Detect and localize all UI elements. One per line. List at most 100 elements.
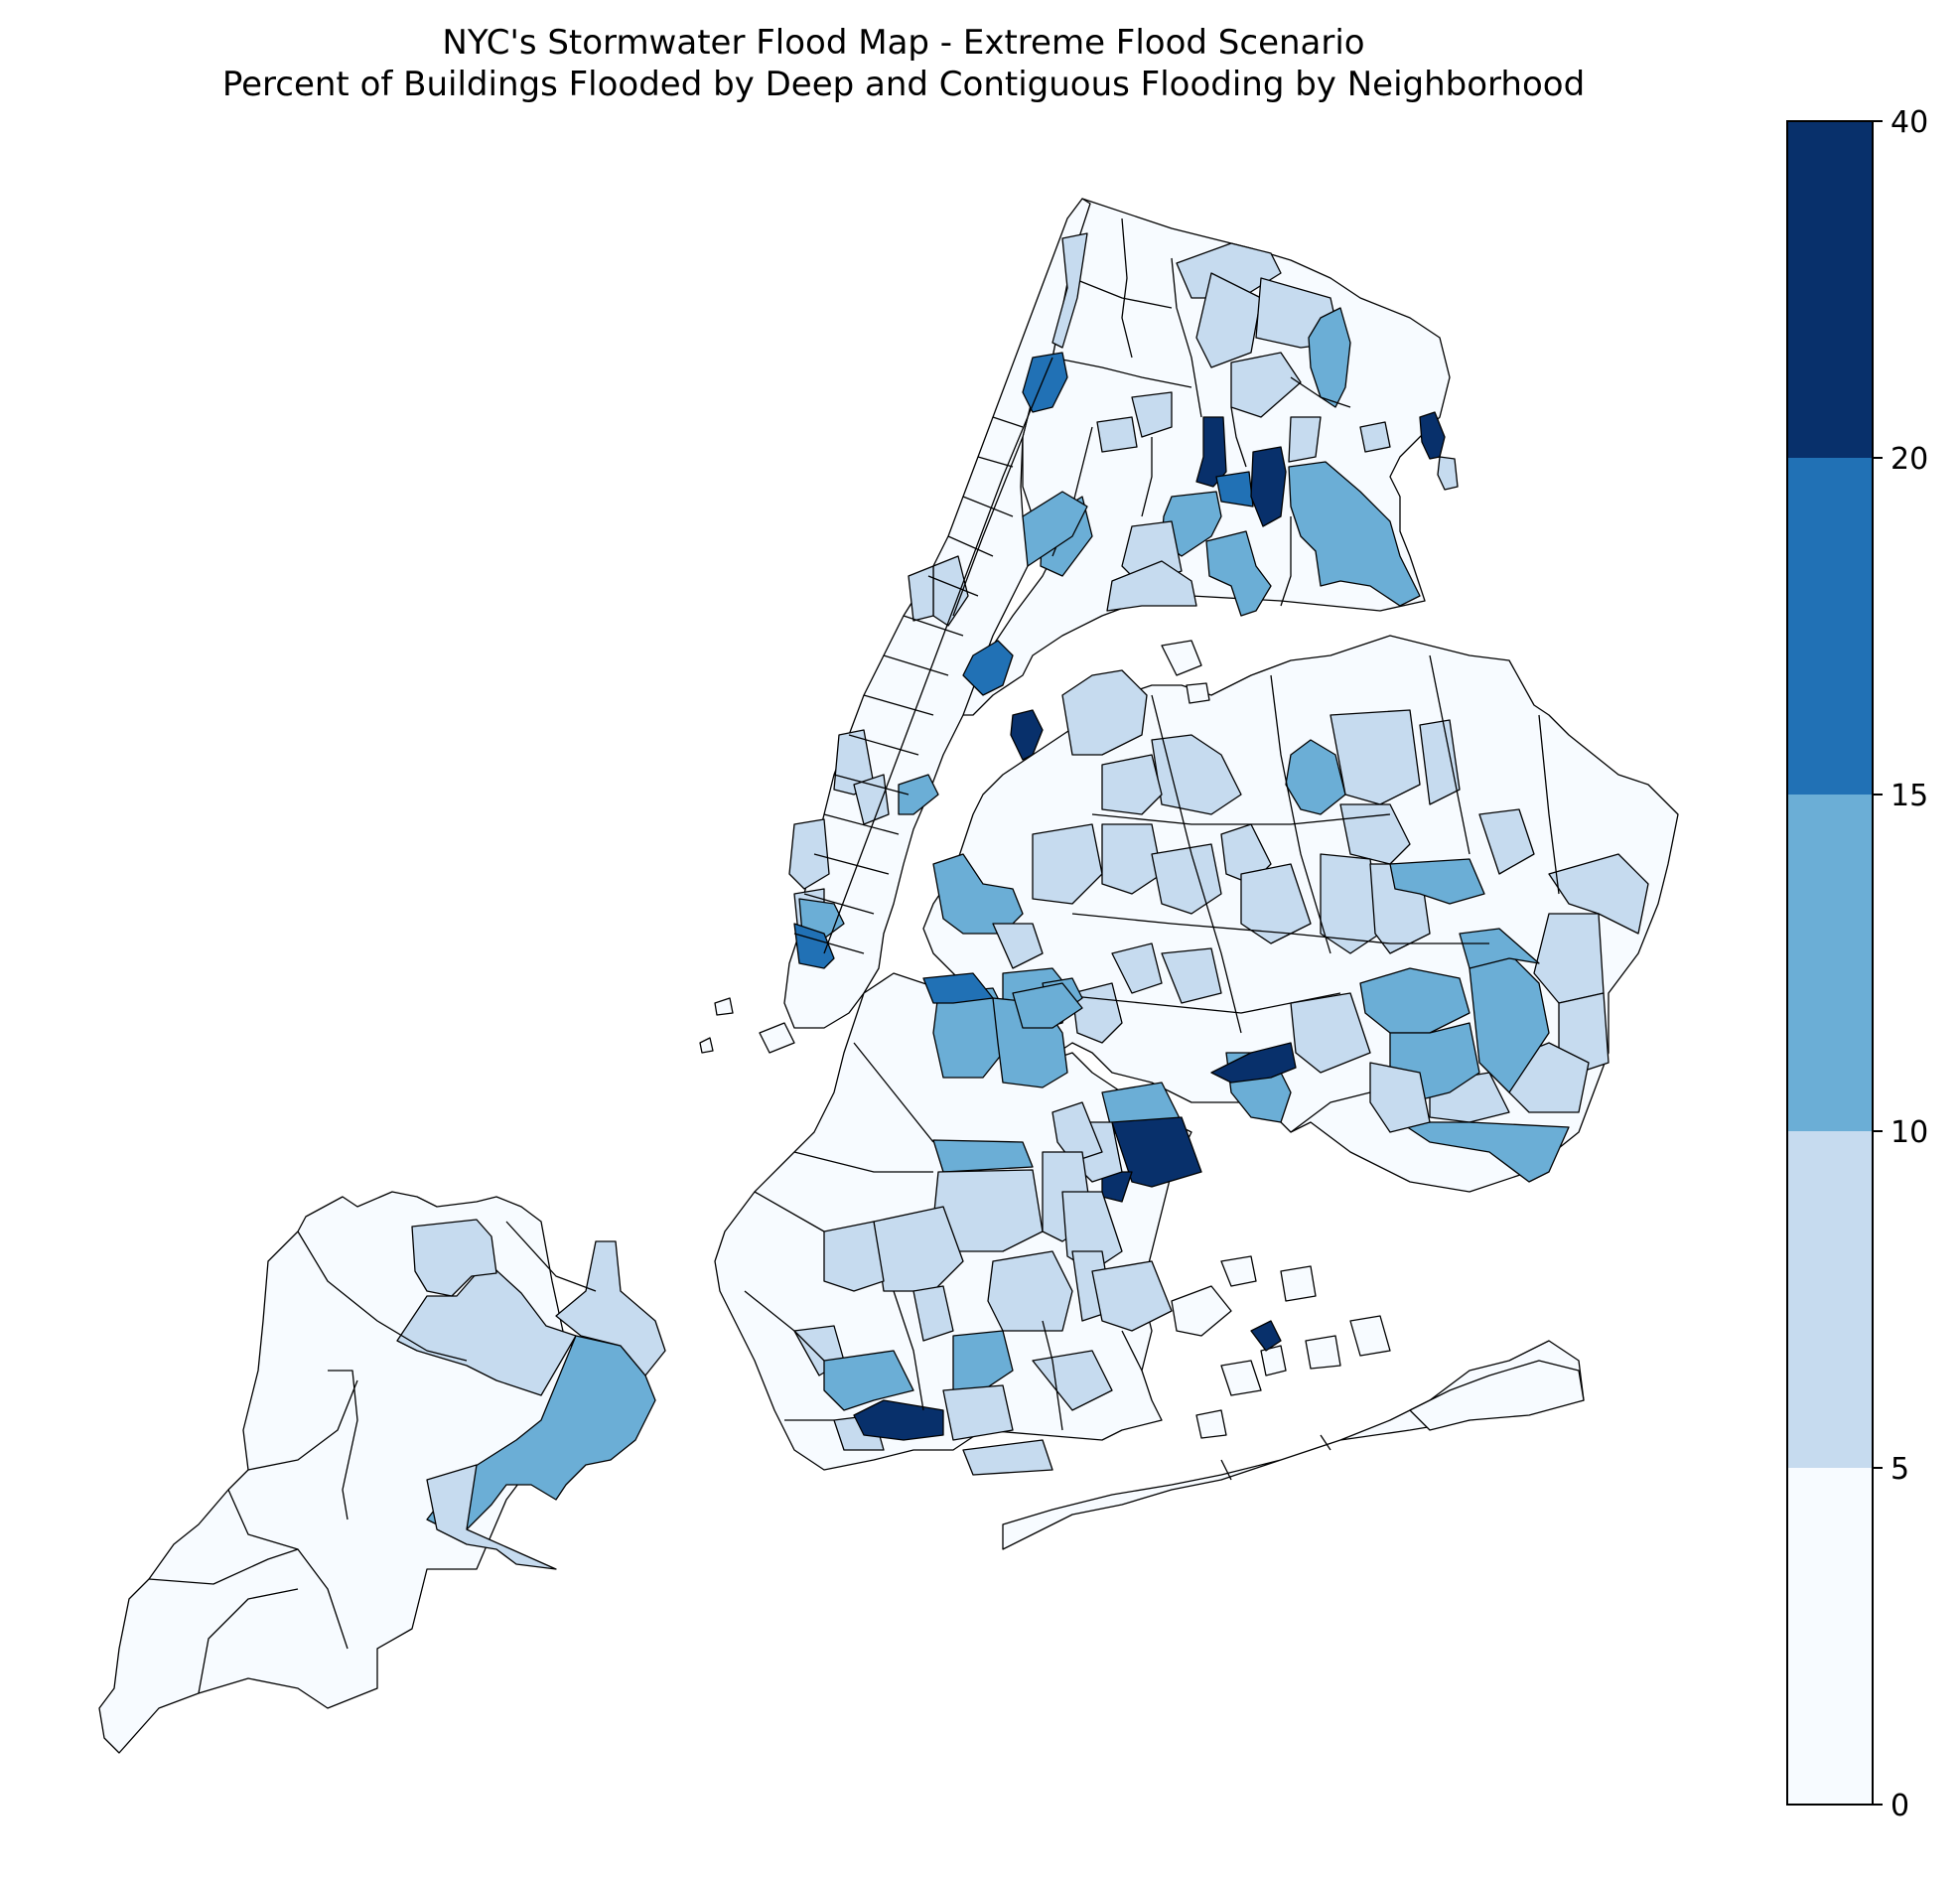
neighborhood [1419, 719, 1461, 805]
small-islands [699, 640, 1210, 1054]
neighborhood [962, 640, 1014, 696]
neighborhood [1399, 1121, 1570, 1183]
neighborhood [1195, 416, 1227, 488]
neighborhood [1111, 942, 1163, 994]
neighborhood [1250, 446, 1287, 527]
neighborhood [1548, 853, 1649, 935]
island [1305, 1335, 1341, 1370]
neighborhood [1195, 272, 1262, 368]
neighborhood [932, 1139, 1034, 1173]
neighborhood [1071, 982, 1123, 1044]
neighborhood [1091, 1260, 1173, 1332]
island [1349, 1315, 1391, 1357]
neighborhood [1250, 1320, 1282, 1352]
neighborhood [1106, 560, 1197, 612]
neighborhood [1369, 1062, 1431, 1133]
colorbar-ticks: 0 5 10 15 20 40 [1873, 105, 1928, 1823]
neighborhood [1359, 421, 1391, 453]
neighborhood [426, 1464, 557, 1570]
staten-island [98, 1191, 666, 1754]
neighborhood [932, 987, 1009, 1079]
brooklyn [714, 972, 1202, 1476]
neighborhood [1339, 803, 1411, 865]
neighborhood [396, 1260, 577, 1396]
neighborhood [942, 1384, 1014, 1441]
neighborhood [1215, 471, 1254, 507]
neighborhood [1288, 416, 1322, 463]
colorbar-bin [1787, 121, 1873, 458]
bronx [952, 198, 1459, 716]
neighborhood [1290, 992, 1371, 1074]
neighborhood [1205, 530, 1272, 617]
neighborhood [1032, 1350, 1113, 1411]
colorbar-bins [1787, 121, 1873, 1805]
neighborhood [1459, 928, 1540, 969]
neighborhood [1437, 456, 1459, 491]
title-line-2: Percent of Buildings Flooded by Deep and… [221, 65, 1586, 104]
neighborhood [922, 972, 994, 1004]
colorbar-frame [1786, 120, 1874, 1806]
island [1186, 682, 1210, 704]
neighborhood [1151, 734, 1242, 815]
neighborhood [1308, 307, 1351, 408]
neighborhood [853, 1399, 944, 1441]
neighborhood [1389, 858, 1485, 905]
neighborhood [1330, 709, 1421, 805]
neighborhood [1096, 416, 1138, 453]
neighborhood [1285, 739, 1346, 815]
neighborhood [1478, 808, 1535, 875]
neighborhood [1101, 754, 1163, 815]
colorbar-tick-label: 40 [1890, 105, 1928, 140]
neighborhood [1101, 823, 1163, 895]
colorbar-bin [1787, 795, 1873, 1131]
neighborhood-borders [1220, 1434, 1331, 1481]
manhattan [783, 198, 1091, 1029]
neighborhood [823, 1350, 914, 1411]
island [1195, 1409, 1227, 1439]
map-title: NYC's Stormwater Flood Map - Extreme Flo… [0, 22, 1807, 105]
island [714, 997, 734, 1016]
neighborhood [932, 853, 1024, 935]
island [1220, 1360, 1262, 1396]
island [1220, 1255, 1257, 1287]
neighborhood [1230, 352, 1302, 418]
colorbar-tick-label: 10 [1890, 1115, 1928, 1150]
colorbar-tick-label: 20 [1890, 442, 1928, 477]
jamaica-bay-islands [1171, 1255, 1391, 1439]
neighborhood [1051, 232, 1088, 349]
neighborhood [1558, 992, 1610, 1074]
rockaway-peninsula [1002, 1340, 1585, 1550]
neighborhood [1131, 391, 1173, 438]
colorbar-tick-label: 0 [1890, 1789, 1909, 1823]
neighborhood [992, 923, 1044, 969]
neighborhood [823, 1221, 885, 1292]
island [699, 1037, 714, 1054]
neighborhood [1409, 1360, 1585, 1431]
neighborhood [1012, 982, 1083, 1029]
neighborhood [555, 1240, 666, 1376]
neighborhood [793, 923, 835, 969]
colorbar-bin [1787, 1131, 1873, 1468]
neighborhood [1161, 491, 1222, 557]
colorbar-bin [1787, 1468, 1873, 1805]
queens [922, 635, 1679, 1193]
neighborhood [1161, 947, 1222, 1004]
island [1260, 1345, 1287, 1376]
neighborhood [1051, 1101, 1103, 1163]
island [1171, 1285, 1232, 1337]
neighborhood [952, 1330, 1014, 1391]
neighborhood-borders [148, 1221, 597, 1694]
island [759, 1022, 795, 1054]
island [1280, 1265, 1317, 1302]
neighborhood-borders [793, 357, 1053, 954]
neighborhood [1359, 967, 1470, 1034]
neighborhood [1032, 823, 1103, 905]
neighborhood [908, 565, 934, 622]
neighborhood [987, 1250, 1073, 1332]
neighborhood [898, 774, 939, 815]
neighborhood [1176, 242, 1282, 299]
neighborhood [1288, 461, 1421, 607]
neighborhood [1061, 669, 1148, 756]
